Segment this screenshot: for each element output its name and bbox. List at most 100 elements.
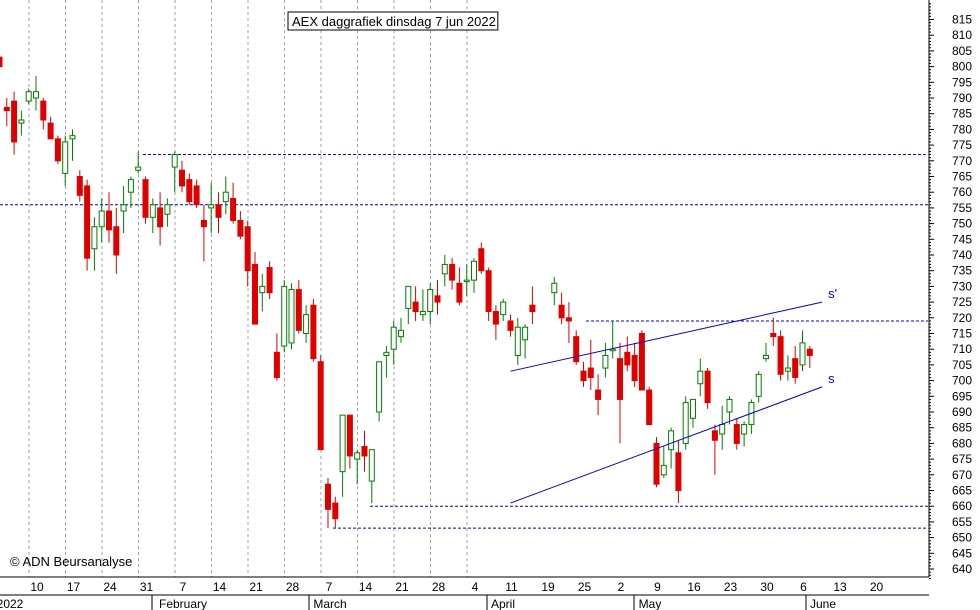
x-tick-label: 16 [687,580,701,594]
x-tick-label: 14 [359,580,373,594]
candle-body-down [252,263,258,325]
candle-body-up [62,141,69,174]
x-tick-label: 2 [618,580,625,594]
y-tick-label: 785 [952,107,972,121]
candle-body-down [215,204,222,218]
y-tick-label: 700 [952,374,972,388]
trendline-label: s' [828,286,837,301]
candle-body-up [405,285,412,309]
candle-body-up [69,135,76,140]
candle-body-down [332,502,339,520]
candle-body-down [675,452,682,492]
candle-body-up [763,354,769,360]
candle-body-down [295,289,302,331]
candle-body-up [281,285,288,347]
candle-body-down [485,270,492,313]
month-label: 2022 [0,597,24,610]
candle-body-down [478,248,485,272]
chart-title: AEX daggrafiek dinsdag 7 jun 2022 [287,11,499,31]
x-tick-label: 28 [432,580,446,594]
candle-body-down [449,263,456,281]
candle-body-up [799,342,806,366]
candle-body-down [711,430,718,441]
candle-body-down [317,361,324,451]
y-tick-label: 745 [952,232,972,246]
x-tick-label: 24 [103,580,117,594]
candle-body-up [697,370,704,385]
candle-body-up [149,204,156,218]
x-tick-label: 6 [800,580,807,594]
y-tick-label: 755 [952,201,972,215]
candle-body-up [25,91,32,102]
candle-body-down [186,179,193,203]
candle-body-down [11,100,18,143]
candle-body-up [398,329,404,338]
chart-title-box [287,11,499,31]
candle-body-down [565,317,572,322]
candle-body-up [98,210,105,228]
candle-body-down [193,185,200,206]
x-axis-ticks: 10 17 24 31 7 14 21 28 7 14 21 28 4 11 19 25 2 9 16 23 30 6 13… [0,580,883,610]
copyright-text: © ADN Beursanalyse [10,554,132,569]
y-tick-label: 640 [952,562,972,576]
candle-body-up [354,452,361,460]
candle-body-up [171,154,178,168]
y-tick-label: 730 [952,279,972,293]
candle-body-down [792,358,799,378]
x-tick-label: 30 [760,580,774,594]
y-tick-label: 715 [952,327,972,341]
y-axis-ticks: 6406456506556606656706756806856906957007… [929,3,972,579]
y-tick-label: 685 [952,421,972,435]
y-tick-label: 695 [952,389,972,403]
candle-body-up [463,279,470,283]
y-tick-label: 670 [952,468,972,482]
y-tick-label: 675 [952,452,972,466]
candle-body-down [40,100,47,121]
candle-body-up [91,226,98,250]
candle-body-up [602,354,609,369]
candles [0,56,813,529]
candle-body-down [237,219,244,237]
x-tick-label: 9 [654,580,661,594]
candle-body-down [770,333,777,338]
candle-body-down [325,483,331,510]
y-tick-label: 815 [952,13,972,27]
month-label: March [313,597,346,610]
candle-body-up [471,260,477,281]
candle-body-down [266,267,273,294]
candle-body-up [441,263,448,275]
candle-body-down [573,336,580,363]
y-tick-label: 805 [952,44,972,58]
candle-body-up [33,91,39,99]
x-tick-label: 28 [286,580,300,594]
y-tick-label: 735 [952,264,972,278]
candle-body-up [208,204,215,209]
candle-body-up [514,326,521,356]
candle-body-up [690,398,696,419]
y-tick-label: 650 [952,531,972,545]
candle-body-down [492,311,499,325]
x-tick-label: 14 [213,580,227,594]
candle-body-up [419,311,426,316]
trendline [510,301,823,372]
horizontal-levels [0,154,928,529]
y-tick-label: 760 [952,185,972,199]
candle-body-up [368,449,375,482]
candle-body-down [113,226,120,256]
y-tick-label: 705 [952,358,972,372]
candle-body-up [222,191,229,203]
candle-body-down [244,226,251,272]
y-tick-label: 655 [952,515,972,529]
candle-body-down [638,333,645,391]
candle-body-down [142,179,149,218]
candle-body-down [587,367,594,378]
candle-body-up [668,430,675,451]
candle-body-up [339,414,346,473]
candle-body-down [157,207,164,228]
candle-body-up [755,373,762,397]
x-tick-label: 4 [472,580,479,594]
candle-body-down [529,304,536,313]
chart-title-text: AEX daggrafiek dinsdag 7 jun 2022 [292,14,496,29]
y-tick-label: 665 [952,484,972,498]
candle-body-down [580,370,587,382]
